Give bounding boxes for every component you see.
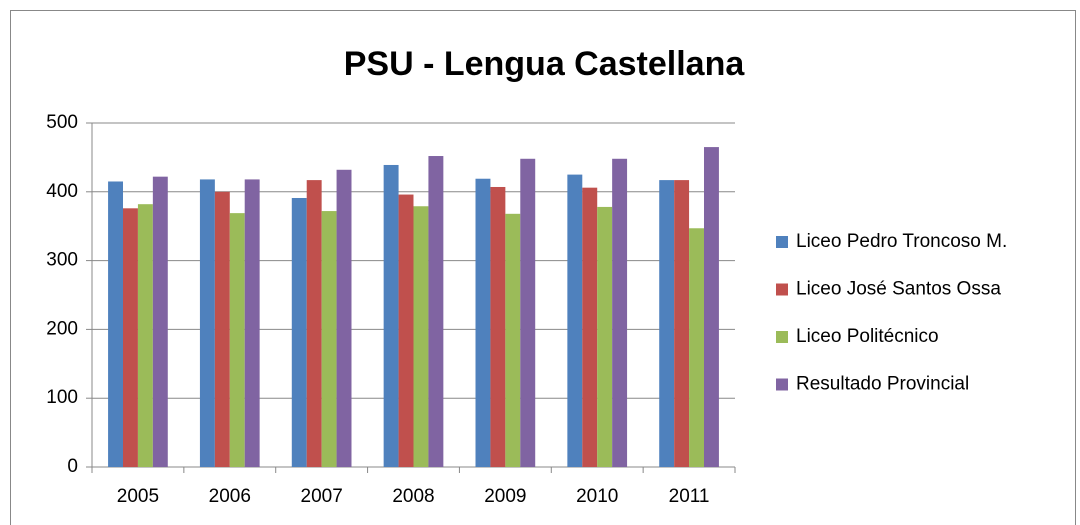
y-tick-label: 400 bbox=[46, 181, 78, 202]
x-tick-label: 2007 bbox=[301, 486, 343, 507]
y-tick-label: 0 bbox=[67, 456, 78, 477]
legend-label: Liceo Politécnico bbox=[796, 326, 939, 347]
bar bbox=[229, 213, 245, 467]
y-tick-label: 100 bbox=[46, 387, 78, 408]
bar bbox=[108, 181, 124, 468]
legend-swatch bbox=[776, 378, 788, 391]
bar bbox=[703, 147, 719, 467]
bar bbox=[244, 179, 260, 467]
x-tick-label: 2011 bbox=[669, 486, 710, 507]
bar bbox=[123, 208, 138, 467]
x-tick-label: 2009 bbox=[484, 486, 526, 507]
y-tick-label: 200 bbox=[46, 318, 78, 339]
bar bbox=[428, 156, 444, 468]
bar bbox=[199, 179, 215, 467]
bar bbox=[291, 197, 307, 467]
bar bbox=[674, 180, 690, 467]
bar bbox=[413, 206, 429, 468]
legend-swatch bbox=[776, 236, 788, 248]
bar bbox=[321, 211, 337, 467]
bar bbox=[336, 169, 352, 467]
x-tick-label: 2008 bbox=[392, 486, 434, 507]
bar bbox=[505, 213, 521, 467]
bar bbox=[520, 158, 536, 467]
chart-title: PSU - Lengua Castellana bbox=[344, 45, 746, 83]
bar bbox=[597, 206, 613, 467]
legend-label: Liceo Pedro Troncoso M. bbox=[796, 231, 1007, 252]
bar bbox=[490, 186, 506, 467]
legend-swatch bbox=[776, 283, 788, 296]
x-tick-label: 2010 bbox=[576, 486, 618, 507]
bar bbox=[475, 178, 491, 467]
bar bbox=[689, 228, 704, 467]
bar bbox=[567, 174, 583, 467]
x-tick-label: 2005 bbox=[117, 486, 159, 507]
bar bbox=[383, 164, 399, 467]
x-tick-label: 2006 bbox=[209, 486, 251, 507]
y-tick-label: 500 bbox=[46, 112, 78, 133]
chart-border bbox=[10, 10, 1076, 525]
bar bbox=[612, 158, 628, 467]
bar bbox=[137, 204, 153, 467]
legend-label: Liceo José Santos Ossa bbox=[796, 279, 1001, 300]
bar bbox=[582, 187, 598, 467]
bar bbox=[398, 194, 414, 467]
legend-swatch bbox=[776, 331, 788, 343]
bar bbox=[659, 180, 675, 467]
legend-label: Resultado Provincial bbox=[796, 374, 969, 395]
bar bbox=[306, 180, 322, 467]
y-tick-label: 300 bbox=[46, 250, 78, 271]
bar bbox=[214, 191, 230, 468]
bar bbox=[152, 176, 168, 467]
